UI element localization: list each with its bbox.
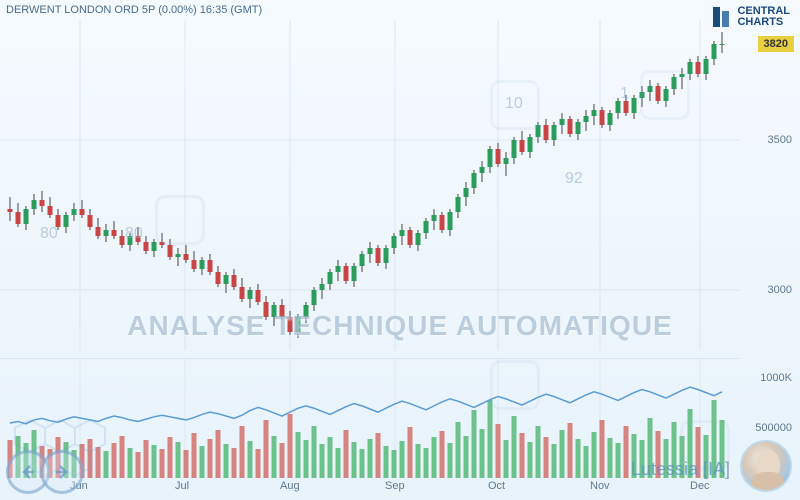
ticker-header: DERWENT LONDON ORD 5P (0.00%) 16:35 (GMT… — [6, 4, 262, 16]
logo-text: CENTRAL CHARTS — [737, 6, 790, 28]
watermark-number: 10 — [505, 95, 523, 113]
nav-forward-button[interactable] — [40, 450, 84, 494]
watermark-number: 92 — [565, 170, 583, 188]
watermark-number: 1 — [620, 85, 629, 103]
ticker-name: DERWENT LONDON ORD 5P — [6, 4, 155, 16]
logo-icon — [713, 7, 731, 27]
ai-avatar[interactable] — [740, 440, 792, 492]
brand-logo: CENTRAL CHARTS — [713, 6, 790, 28]
ticker-tz: (GMT) — [230, 4, 262, 16]
watermark-number: 80 — [40, 225, 58, 243]
ai-brand-label: Lutessia [IA] — [631, 459, 730, 480]
arrow-left-icon — [18, 462, 38, 482]
arrow-right-icon — [52, 462, 72, 482]
watermark-text: ANALYSE TECHNIQUE AUTOMATIQUE — [0, 310, 800, 342]
nav-controls — [6, 450, 74, 494]
ticker-change: (0.00%) — [158, 4, 197, 16]
watermark-number: 80 — [125, 225, 143, 243]
ticker-time: 16:35 — [200, 4, 228, 16]
chart-container: DERWENT LONDON ORD 5P (0.00%) 16:35 (GMT… — [0, 0, 800, 500]
